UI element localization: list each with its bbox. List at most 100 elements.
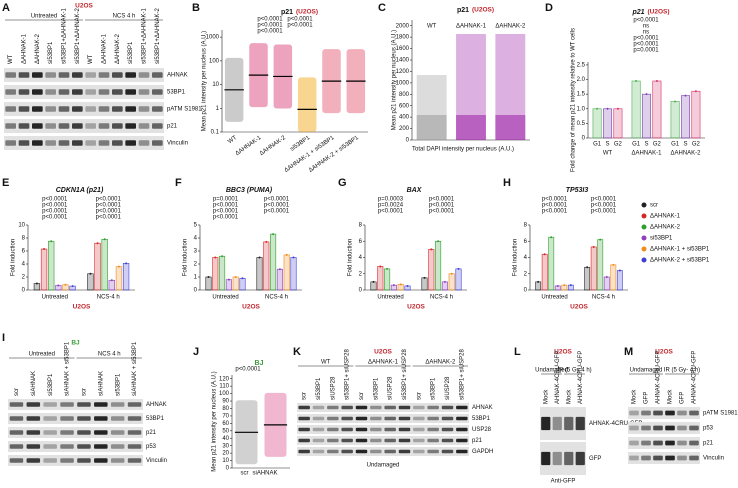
blot-band bbox=[398, 438, 411, 443]
blot-band bbox=[18, 72, 30, 78]
blot-label: Vinculin bbox=[167, 141, 188, 147]
x-tick-label: Untreated bbox=[541, 295, 567, 301]
blot-band bbox=[45, 89, 56, 95]
blot-band bbox=[127, 416, 142, 421]
phase-label: G1 bbox=[671, 142, 680, 148]
lane-label: Mock bbox=[668, 389, 674, 404]
x-tick-label: si53BP1 bbox=[289, 135, 311, 153]
dot-cloud bbox=[297, 77, 317, 132]
bar bbox=[212, 257, 219, 291]
blot-strip bbox=[297, 414, 469, 423]
bar-dot bbox=[96, 242, 99, 245]
p-value: p<0.0001 bbox=[96, 203, 122, 209]
blot-band bbox=[653, 440, 663, 446]
blot-label: 53BP1 bbox=[146, 416, 165, 422]
blot-label: AHNAK bbox=[146, 402, 167, 408]
blot-band bbox=[77, 402, 91, 407]
legend-marker bbox=[641, 213, 647, 219]
p-value: p<0.0001 bbox=[264, 197, 290, 203]
blot-band bbox=[18, 140, 30, 146]
blot-band bbox=[327, 405, 339, 410]
group-label: Untreated bbox=[29, 352, 55, 358]
bar-dot bbox=[399, 283, 402, 286]
lane-label: si53BP1 bbox=[316, 377, 322, 400]
blot-band bbox=[18, 123, 30, 129]
blot-band bbox=[5, 89, 16, 95]
lane-label: Mock bbox=[566, 389, 572, 404]
blot-band bbox=[641, 410, 651, 416]
blot-band bbox=[384, 416, 396, 421]
blot-band bbox=[152, 140, 163, 146]
y-axis-label: Mean p21 intensity per nucleus (A.U.) bbox=[212, 371, 218, 471]
p-value: p<0.0001 bbox=[42, 215, 68, 221]
bar bbox=[616, 270, 623, 291]
blot-band bbox=[60, 430, 74, 435]
blot-band bbox=[112, 140, 123, 146]
y-tick-label: 2 bbox=[194, 262, 198, 268]
blot-band bbox=[689, 455, 699, 461]
y-axis-label: Fold induction bbox=[183, 239, 189, 276]
bar bbox=[691, 90, 701, 139]
bar-dot bbox=[586, 266, 589, 269]
lane-label: siAHNAK + si53BP1 bbox=[65, 341, 71, 396]
group-label: WT bbox=[321, 360, 331, 366]
phase-label: G1 bbox=[593, 142, 602, 148]
p-value: p<0.0001 bbox=[542, 209, 568, 215]
bar-dot bbox=[599, 238, 602, 241]
y-tick-label: 90 bbox=[222, 399, 229, 405]
blot-band bbox=[341, 427, 353, 432]
bar bbox=[448, 273, 455, 291]
lane-label: scr bbox=[82, 388, 88, 396]
y-tick-label: 2000 bbox=[396, 23, 410, 29]
blot-band bbox=[456, 405, 468, 410]
blot-strip bbox=[297, 447, 469, 456]
y-tick-label: 0 bbox=[359, 288, 363, 294]
blot-band bbox=[32, 89, 43, 95]
y-tick-label: 1200 bbox=[396, 69, 410, 75]
blot-band bbox=[94, 402, 108, 407]
dot-cloud-dense bbox=[416, 115, 447, 140]
panel-label: C bbox=[378, 2, 386, 14]
legend-marker bbox=[641, 202, 647, 208]
lane-label: si53BP1 bbox=[128, 41, 134, 64]
blot-strip bbox=[628, 407, 700, 419]
blot-band bbox=[152, 106, 163, 112]
bar-dot bbox=[457, 267, 460, 270]
blot-strip bbox=[8, 441, 143, 452]
blot-band bbox=[9, 416, 24, 421]
bar-dot bbox=[221, 255, 224, 258]
blot-label: p21 bbox=[703, 441, 714, 447]
lane-label: Mock bbox=[632, 389, 638, 404]
panel-label: A bbox=[2, 2, 10, 14]
lane-label: si53BP1+ siUSP28 bbox=[459, 348, 465, 400]
blot-band bbox=[370, 416, 382, 421]
lane-label: GFP bbox=[644, 392, 650, 404]
panel-label: D bbox=[545, 2, 553, 14]
p-value: p<0.0001 bbox=[287, 23, 313, 29]
footer-label: Undamaged bbox=[367, 463, 400, 469]
x-tick-label: siAHNAK bbox=[252, 471, 277, 477]
blot-band bbox=[384, 405, 396, 410]
bar-dot bbox=[423, 276, 426, 279]
lane-label: siUSP28 bbox=[445, 376, 451, 400]
blot-band bbox=[152, 72, 163, 78]
group-label: Untreated bbox=[31, 14, 57, 20]
y-axis-label: Mean p21 intensity per nucleus (A.U.) bbox=[392, 30, 398, 130]
blot-band bbox=[45, 123, 56, 129]
bar-dot bbox=[569, 284, 572, 287]
phase-label: S bbox=[644, 142, 648, 148]
lane-label: scr bbox=[14, 388, 20, 396]
blot-band bbox=[138, 89, 150, 95]
group-label: NCS 4 h bbox=[113, 14, 136, 20]
blot-band bbox=[677, 455, 687, 461]
bar bbox=[115, 266, 123, 291]
bar-dot bbox=[110, 279, 113, 282]
blot-band bbox=[60, 444, 74, 449]
blot-strip bbox=[8, 399, 143, 410]
p-value: p<0.0001 bbox=[96, 215, 122, 221]
x-tick-label: WT bbox=[603, 151, 613, 157]
y-tick-label: 1 bbox=[216, 106, 220, 112]
bar bbox=[592, 108, 602, 139]
bar bbox=[101, 239, 108, 291]
blot-band bbox=[94, 416, 108, 421]
